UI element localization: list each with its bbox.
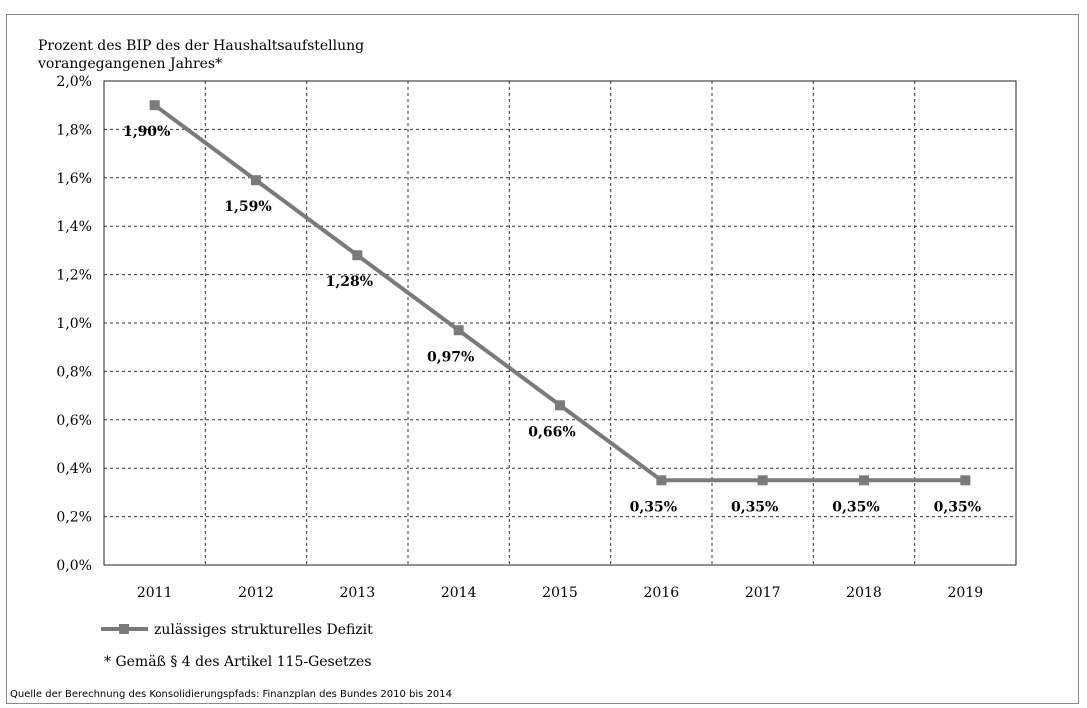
data-point-marker [656, 475, 667, 486]
data-label: 0,35% [630, 499, 677, 515]
footnote: * Gemäß § 4 des Artikel 115-Gesetzes [104, 654, 372, 670]
data-label: 0,97% [427, 349, 474, 365]
data-label: 1,59% [224, 199, 271, 215]
x-tick-label: 2015 [542, 585, 578, 601]
x-tick-label: 2013 [340, 585, 376, 601]
data-label: 0,35% [934, 499, 981, 515]
y-tick-label: 0,6% [56, 413, 92, 429]
data-point-marker [555, 400, 565, 411]
y-tick-label: 1,2% [56, 268, 92, 284]
x-tick-label: 2017 [745, 585, 781, 601]
data-label: 0,66% [528, 424, 575, 440]
y-axis-label-line-2: vorangegangenen Jahres* [37, 56, 222, 72]
data-point-marker [453, 325, 464, 336]
legend-marker-swatch [119, 624, 129, 634]
data-label: 0,35% [832, 499, 879, 515]
y-tick-label: 1,0% [56, 316, 92, 332]
x-tick-label: 2012 [238, 585, 274, 601]
legend: zulässiges strukturelles Defizit [101, 622, 373, 638]
data-point-marker [859, 475, 869, 486]
y-tick-label: 0,2% [56, 510, 92, 526]
plot-area: 0,0% 0,2% 0,4% 0,6% 0,8% 1,0% 1,2% 1,4% 1,6% 1,8%… [56, 74, 1017, 601]
y-tick-label: 1,4% [56, 219, 92, 235]
data-label: 1,28% [326, 274, 373, 290]
data-point-marker [960, 475, 971, 486]
y-tick-label: 0,4% [56, 461, 92, 477]
y-tick-label: 2,0% [56, 74, 92, 90]
data-label: 1,90% [123, 124, 170, 140]
chart-frame [6, 14, 1079, 704]
y-tick-label: 0,0% [56, 558, 92, 574]
y-tick-label: 1,6% [56, 171, 92, 187]
x-tick-label: 2014 [441, 585, 477, 601]
data-label: 0,35% [731, 499, 778, 515]
top-border [6, 14, 1079, 15]
data-point-marker [352, 250, 363, 261]
y-tick-label: 1,8% [56, 122, 92, 138]
y-tick-label: 0,8% [56, 364, 92, 380]
data-point-marker [251, 175, 261, 186]
data-point-marker [757, 475, 768, 486]
x-tick-label: 2019 [948, 585, 984, 601]
source-note: Quelle der Berechnung des Konsolidierung… [10, 689, 452, 700]
x-tick-label: 2011 [137, 585, 173, 601]
legend-label: zulässiges strukturelles Defizit [154, 622, 373, 638]
x-tick-label: 2018 [846, 585, 882, 601]
y-axis-label-line-1: Prozent des BIP des der Haushaltsaufstel… [38, 38, 364, 54]
data-point-marker [149, 100, 160, 111]
x-tick-label: 2016 [644, 585, 680, 601]
